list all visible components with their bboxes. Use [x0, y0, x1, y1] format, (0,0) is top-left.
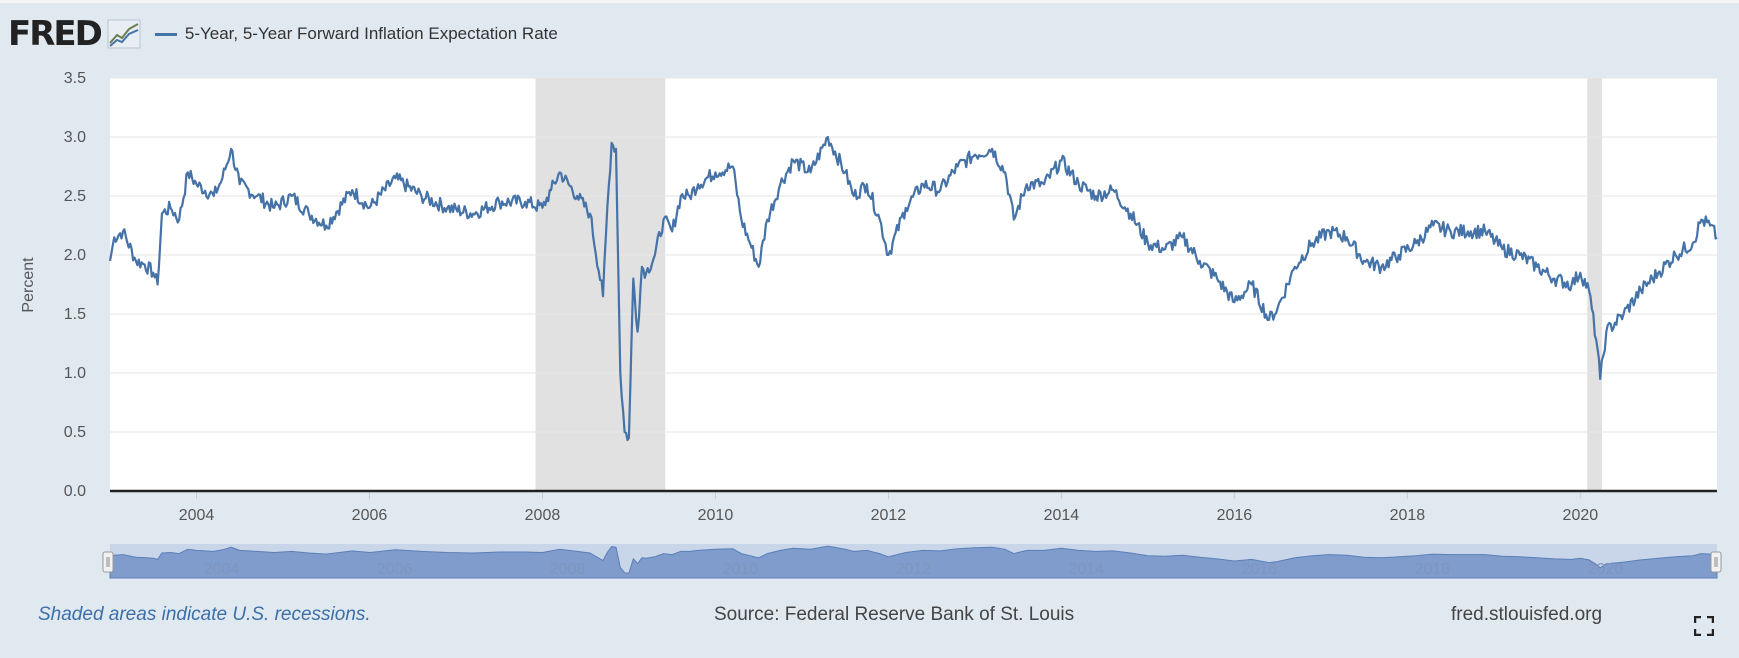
- navigator-labels: 2004 2006 2008 2010 2012 2014 2016 2018 2020: [204, 561, 1624, 578]
- grid-lines: [110, 77, 1717, 433]
- navigator-tick-label: 2012: [896, 561, 932, 578]
- navigator-tick-label: 2010: [723, 561, 759, 578]
- site-link[interactable]: fred.stlouisfed.org: [1451, 604, 1603, 625]
- chart-header: FRED 5-Year, 5-Year Forward Inflation Ex…: [8, 14, 558, 54]
- x-tick-label: 2018: [1390, 507, 1426, 524]
- y-axis-ticks: 0.0 0.5 1.0 1.5 2.0 2.5 3.0 3.5: [64, 70, 86, 500]
- x-tick-label: 2006: [352, 507, 388, 524]
- legend-swatch: [154, 32, 177, 36]
- navigator-tick-label: 2014: [1069, 561, 1105, 578]
- y-tick-label: 3.5: [64, 70, 86, 87]
- navigator-area: [109, 545, 1718, 579]
- navigator-tick-label: 2016: [1242, 561, 1278, 578]
- recession-band-0: [535, 78, 666, 491]
- recession-band-1: [1587, 78, 1602, 491]
- x-tick-label: 2012: [871, 507, 907, 524]
- navigator-tick-label: 2004: [204, 561, 240, 578]
- top-border: [0, 0, 1739, 3]
- legend-label: 5-Year, 5-Year Forward Inflation Expecta…: [184, 24, 558, 43]
- range-navigator[interactable]: 2004 2006 2008 2010 2012 2014 2016 2018 2020: [102, 544, 1722, 579]
- x-axis-ticks: 2004 2006 2008 2010 2012 2014 2016 2018 2020: [179, 491, 1599, 524]
- line-graph-logo-icon: [107, 19, 141, 49]
- x-tick-label: 2014: [1044, 507, 1080, 524]
- navigator-left-handle[interactable]: [102, 551, 114, 573]
- navigator-tick-label: 2020: [1588, 561, 1624, 578]
- navigator-tick-label: 2018: [1415, 561, 1451, 578]
- x-tick-label: 2008: [525, 507, 561, 524]
- navigator-tick-label: 2006: [377, 561, 413, 578]
- line-chart[interactable]: 0.0 0.5 1.0 1.5 2.0 2.5 3.0 3.5 2004 2006 2008 201…: [0, 0, 1739, 600]
- source-label: Source: Federal Reserve Bank of St. Loui…: [714, 604, 1075, 625]
- x-tick-label: 2010: [698, 507, 734, 524]
- x-tick-label: 2004: [179, 507, 215, 524]
- fred-logo[interactable]: FRED: [8, 14, 103, 54]
- y-tick-label: 2.0: [64, 247, 86, 264]
- x-tick-label: 2016: [1217, 507, 1253, 524]
- y-axis-title: Percent: [20, 257, 37, 313]
- y-tick-label: 0.0: [64, 483, 86, 500]
- navigator-right-handle[interactable]: [1710, 551, 1722, 573]
- y-tick-label: 1.5: [64, 306, 86, 323]
- navigator-tick-label: 2008: [550, 561, 586, 578]
- y-tick-label: 2.5: [64, 188, 86, 205]
- x-tick-label: 2020: [1563, 507, 1599, 524]
- series-line[interactable]: [108, 135, 1718, 442]
- recession-note: Shaded areas indicate U.S. recessions.: [38, 604, 371, 625]
- plot-background: [110, 78, 1717, 492]
- fullscreen-icon[interactable]: [1694, 616, 1714, 636]
- y-tick-label: 3.0: [64, 129, 86, 146]
- y-tick-label: 1.0: [64, 365, 86, 382]
- recession-shading: [535, 78, 1602, 491]
- legend[interactable]: 5-Year, 5-Year Forward Inflation Expecta…: [154, 24, 558, 44]
- y-tick-label: 0.5: [64, 424, 86, 441]
